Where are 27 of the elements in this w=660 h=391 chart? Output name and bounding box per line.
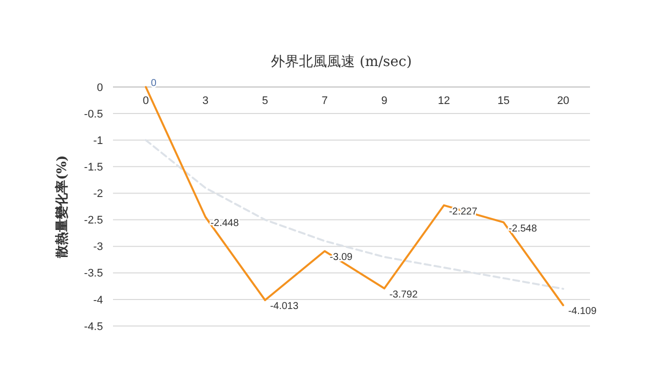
data-label: -2.448	[210, 218, 240, 230]
x-tick-label: 12	[438, 95, 450, 107]
y-tick-label: -1	[93, 134, 103, 147]
data-label: -4.109	[568, 306, 597, 318]
y-tick-label: -4	[93, 294, 103, 306]
data-label: 0	[150, 78, 157, 89]
data-label: -2.548	[508, 223, 538, 234]
data-label: -4.013	[270, 301, 299, 312]
x-tick-label: 0	[142, 95, 149, 107]
chart-title: 外界北風風速 (m/sec)	[271, 54, 412, 70]
data-label: -3.792	[389, 289, 418, 300]
y-axis-title: 散熱量變化率(%)	[54, 155, 70, 259]
y-tick-label: -3	[93, 241, 103, 254]
x-tick-label: 7	[322, 95, 328, 107]
x-tick-label: 20	[557, 95, 570, 107]
x-tick-label: 5	[262, 95, 268, 107]
x-tick-label: 3	[202, 95, 208, 107]
y-tick-label: -2.5	[84, 214, 103, 227]
line-series	[144, 139, 564, 290]
y-tick-label: -0.5	[84, 108, 103, 120]
x-tick-label: 15	[497, 95, 510, 107]
y-tick-label: 0	[96, 82, 103, 94]
x-tick-label: 9	[381, 95, 388, 107]
y-tick-label: -3.5	[84, 268, 103, 280]
y-tick-label: -1.5	[84, 162, 103, 174]
y-tick-label: -2	[93, 188, 103, 200]
y-tick-label: -4.5	[84, 320, 103, 333]
